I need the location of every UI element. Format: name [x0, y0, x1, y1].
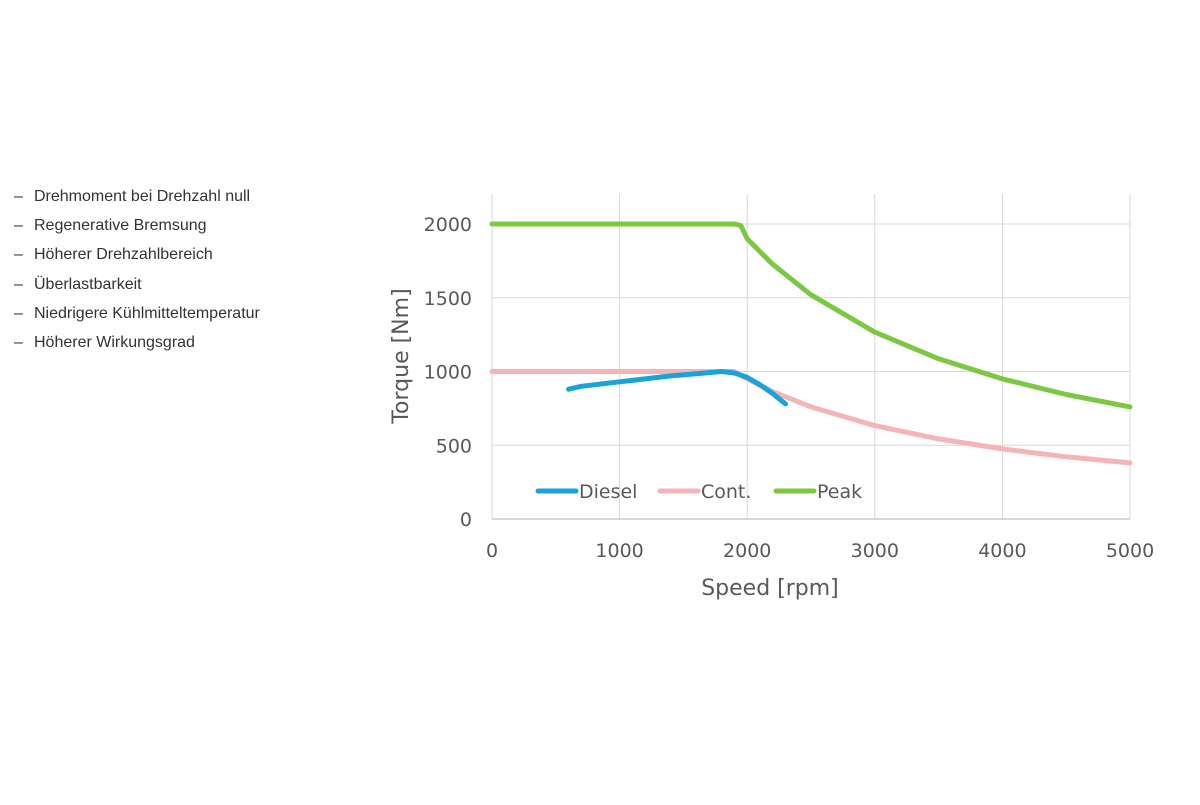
list-item: – Überlastbarkeit [14, 270, 260, 299]
list-item: – Niedrigere Kühlmitteltemperatur [14, 299, 260, 328]
legend: Diesel Cont. Peak [535, 481, 862, 503]
legend-label: Diesel [579, 481, 637, 503]
feature-list: – Drehmoment bei Drehzahl null – Regenerat… [14, 182, 260, 358]
bullet-marker: – [14, 334, 23, 352]
series-line-diesel [566, 369, 788, 407]
x-axis-label: Speed [rpm] [701, 576, 839, 601]
y-axis-label: Torque [Nm] [389, 288, 414, 424]
y-tick-label: 1000 [424, 362, 472, 384]
legend-item: Peak [773, 481, 862, 503]
x-tick-label: 3000 [851, 540, 899, 562]
list-item: – Höherer Drehzahlbereich [14, 241, 260, 270]
y-tick-label: 2000 [424, 214, 472, 236]
bullet-marker: – [14, 275, 23, 293]
x-tick-label: 0 [486, 540, 498, 562]
axis-layer: 0 1000 2000 3000 4000 5000 0 500 1000 1500 2000 [424, 214, 1155, 562]
bullet-marker: – [14, 216, 23, 234]
bullet-marker: – [14, 187, 23, 205]
bullet-marker: – [14, 304, 23, 322]
legend-item: Cont. [657, 481, 751, 503]
legend-label: Peak [817, 481, 862, 503]
list-item: – Höherer Wirkungsgrad [14, 328, 260, 357]
legend-label: Cont. [701, 481, 751, 503]
list-item-text: Regenerative Bremsung [34, 216, 207, 234]
series-line-peak [489, 221, 1133, 410]
x-tick-label: 2000 [723, 540, 771, 562]
list-item-text: Niedrigere Kühlmitteltemperatur [34, 304, 260, 322]
list-item-text: Überlastbarkeit [34, 275, 142, 293]
bullet-marker: – [14, 246, 23, 264]
x-tick-label: 1000 [595, 540, 643, 562]
list-item: – Drehmoment bei Drehzahl null [14, 182, 260, 211]
y-tick-label: 500 [436, 435, 472, 457]
legend-item: Diesel [535, 481, 637, 503]
list-item-text: Drehmoment bei Drehzahl null [34, 187, 251, 205]
x-tick-label: 4000 [978, 540, 1026, 562]
y-tick-label: 1500 [424, 288, 472, 310]
list-item-text: Höherer Drehzahlbereich [34, 246, 213, 264]
series-layer [489, 221, 1133, 466]
list-item: – Regenerative Bremsung [14, 211, 260, 240]
grid-layer [491, 194, 1131, 519]
list-item-text: Höherer Wirkungsgrad [34, 334, 195, 352]
x-tick-label: 5000 [1106, 540, 1154, 562]
y-tick-label: 0 [460, 509, 472, 531]
